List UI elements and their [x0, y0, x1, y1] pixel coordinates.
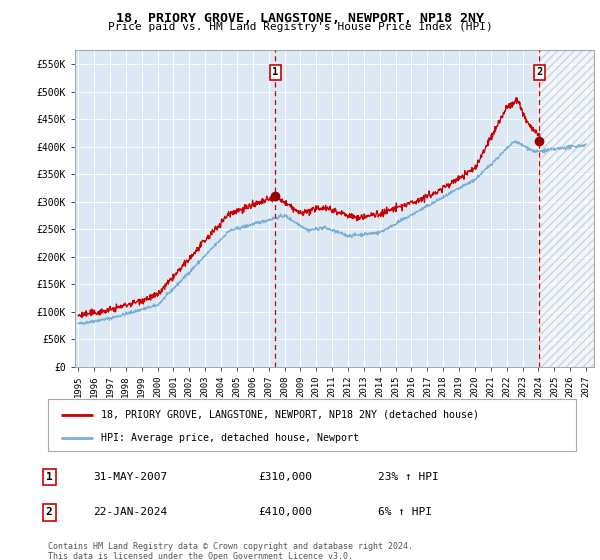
- Text: 23% ↑ HPI: 23% ↑ HPI: [378, 472, 439, 482]
- Text: Contains HM Land Registry data © Crown copyright and database right 2024.
This d: Contains HM Land Registry data © Crown c…: [48, 542, 413, 560]
- Text: 31-MAY-2007: 31-MAY-2007: [93, 472, 167, 482]
- Text: 18, PRIORY GROVE, LANGSTONE, NEWPORT, NP18 2NY: 18, PRIORY GROVE, LANGSTONE, NEWPORT, NP…: [116, 12, 484, 25]
- Text: HPI: Average price, detached house, Newport: HPI: Average price, detached house, Newp…: [101, 433, 359, 443]
- Text: 22-JAN-2024: 22-JAN-2024: [93, 507, 167, 517]
- Text: 1: 1: [272, 67, 278, 77]
- Text: 2: 2: [46, 507, 53, 517]
- Text: 6% ↑ HPI: 6% ↑ HPI: [378, 507, 432, 517]
- Text: £310,000: £310,000: [258, 472, 312, 482]
- Text: 18, PRIORY GROVE, LANGSTONE, NEWPORT, NP18 2NY (detached house): 18, PRIORY GROVE, LANGSTONE, NEWPORT, NP…: [101, 410, 479, 420]
- Text: Price paid vs. HM Land Registry's House Price Index (HPI): Price paid vs. HM Land Registry's House …: [107, 22, 493, 32]
- Text: 1: 1: [46, 472, 53, 482]
- Bar: [539, 50, 594, 367]
- Text: 2: 2: [536, 67, 542, 77]
- Text: £410,000: £410,000: [258, 507, 312, 517]
